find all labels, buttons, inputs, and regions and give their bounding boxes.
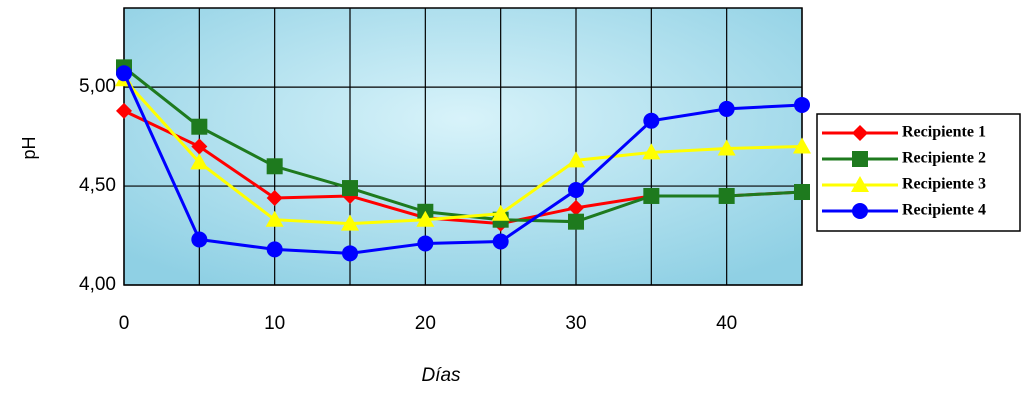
data-point [568, 182, 584, 198]
legend-marker [852, 203, 868, 219]
data-point [643, 188, 659, 204]
data-point [568, 214, 584, 230]
chart: pH Días 4,00 4,50 5,00 0 10 20 30 40 Recipiente … [0, 0, 1026, 390]
legend-label: Recipiente 3 [902, 176, 986, 193]
data-point [794, 184, 810, 200]
data-point [417, 235, 433, 251]
data-point [794, 97, 810, 113]
data-point [719, 188, 735, 204]
legend-label: Recipiente 2 [902, 150, 986, 167]
x-tick-label: 40 [716, 313, 737, 334]
data-point [116, 65, 132, 81]
data-point [267, 158, 283, 174]
data-point [643, 113, 659, 129]
legend-marker [852, 151, 868, 167]
x-tick-label: 20 [415, 313, 436, 334]
x-tick-label: 0 [119, 313, 130, 334]
data-point [342, 245, 358, 261]
y-tick-label: 5,00 [79, 76, 116, 97]
x-tick-label: 30 [565, 313, 586, 334]
legend-label: Recipiente 4 [902, 202, 986, 219]
y-axis-title: pH [19, 136, 39, 159]
data-point [191, 231, 207, 247]
data-point [719, 101, 735, 117]
data-point [342, 180, 358, 196]
y-tick-label: 4,50 [79, 175, 116, 196]
legend-label: Recipiente 1 [902, 124, 986, 141]
y-tick-label: 4,00 [79, 274, 116, 295]
data-point [493, 233, 509, 249]
data-point [267, 241, 283, 257]
x-tick-label: 10 [264, 313, 285, 334]
data-point [191, 119, 207, 135]
x-axis-title: Días [421, 365, 461, 386]
